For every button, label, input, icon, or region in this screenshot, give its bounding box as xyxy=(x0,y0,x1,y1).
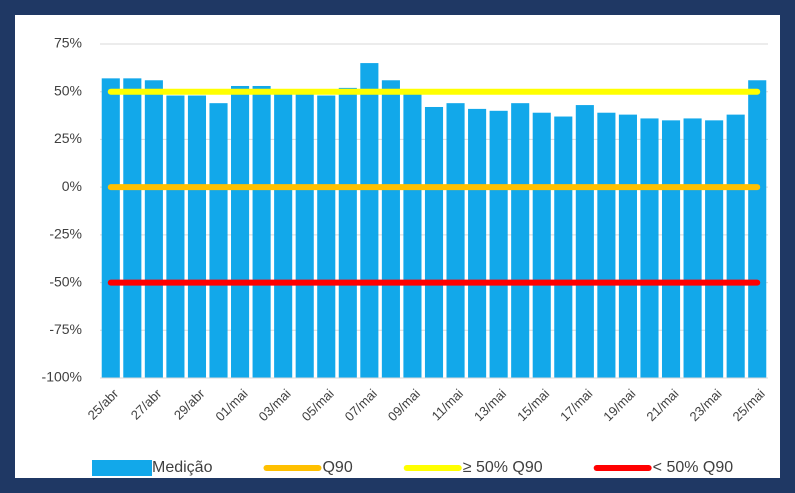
y-tick-label: 75% xyxy=(54,35,82,51)
bar xyxy=(554,116,573,379)
bar xyxy=(166,95,185,378)
bar xyxy=(403,91,422,378)
bar xyxy=(705,120,724,378)
bar xyxy=(640,118,659,378)
bar xyxy=(618,114,637,379)
bar xyxy=(597,112,616,379)
bar xyxy=(683,118,702,378)
bar xyxy=(381,80,400,379)
bar xyxy=(317,95,336,378)
bar xyxy=(274,91,293,378)
bar xyxy=(360,63,379,378)
legend-label: < 50% Q90 xyxy=(653,459,734,476)
bar xyxy=(209,103,228,378)
bar xyxy=(511,103,530,378)
bar xyxy=(726,114,745,379)
y-tick-label: -75% xyxy=(49,321,82,337)
bar xyxy=(231,85,250,378)
bar xyxy=(748,80,767,379)
bar xyxy=(489,110,508,379)
bar xyxy=(295,91,314,378)
legend-swatch xyxy=(92,460,152,476)
bar xyxy=(532,112,551,379)
y-tick-label: -50% xyxy=(49,273,82,289)
legend-label: ≥ 50% Q90 xyxy=(463,459,543,476)
y-tick-label: 0% xyxy=(62,178,82,194)
bar xyxy=(446,103,465,378)
y-tick-label: -100% xyxy=(42,369,82,385)
bar xyxy=(123,78,142,379)
legend-label: Q90 xyxy=(322,459,352,476)
bar xyxy=(468,108,487,379)
bar xyxy=(252,85,271,378)
y-tick-label: 50% xyxy=(54,82,82,98)
bar xyxy=(661,120,681,378)
bar xyxy=(338,87,357,378)
legend-label: Medição xyxy=(152,459,213,476)
bar xyxy=(101,78,120,379)
bar xyxy=(144,80,163,379)
bar xyxy=(424,106,444,379)
y-tick-label: 25% xyxy=(54,130,82,146)
y-tick-label: -25% xyxy=(49,226,82,242)
bar xyxy=(187,95,207,378)
bar xyxy=(575,105,594,379)
